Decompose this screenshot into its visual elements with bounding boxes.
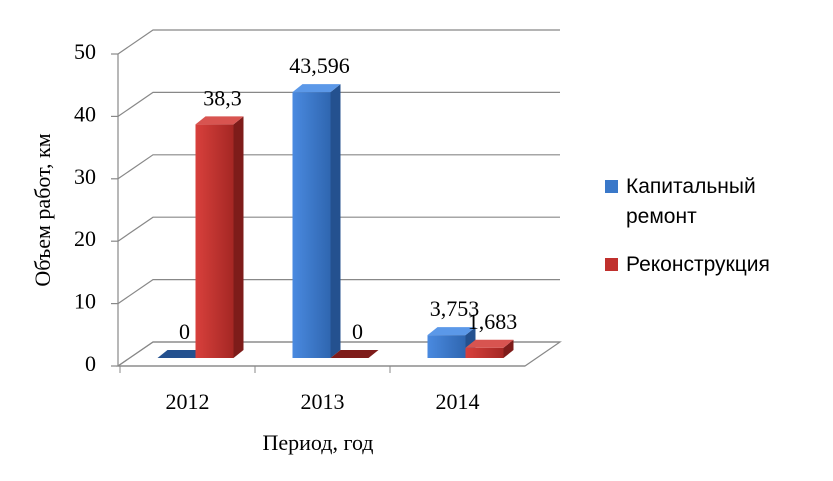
y-tick-label: 40 (74, 101, 96, 126)
bar (157, 350, 206, 358)
grid-line (117, 216, 560, 242)
x-tick-label: 2013 (301, 389, 345, 414)
grid-line (117, 279, 560, 305)
legend-label: Реконструкция (626, 253, 770, 276)
legend-swatch (605, 258, 618, 271)
bar (195, 116, 244, 359)
x-tick-label: 2012 (166, 389, 210, 414)
y-tick-label: 20 (74, 226, 96, 251)
data-label: 3,753 (430, 296, 480, 321)
y-tick-label: 10 (74, 289, 96, 314)
grid-line (117, 91, 560, 117)
legend-swatch (605, 180, 618, 193)
grid-line (117, 341, 560, 367)
bar (465, 339, 514, 358)
y-axis-label: Объем работ, км (30, 133, 55, 286)
legend-entry: Реконструкция (605, 250, 825, 280)
x-tick-label: 2014 (436, 389, 480, 414)
legend-label: Капитальный ремонт (626, 175, 756, 228)
grid-line (117, 29, 560, 55)
x-axis-label: Период, год (262, 430, 373, 455)
y-tick-label: 30 (74, 164, 96, 189)
data-label: 0 (352, 319, 363, 344)
legend-entry: Капитальный ремонт (605, 172, 825, 232)
data-label: 1,683 (468, 309, 518, 334)
data-label: 0 (179, 319, 190, 344)
data-label: 43,596 (289, 53, 350, 78)
grid-line (117, 154, 560, 180)
y-tick-label: 0 (85, 351, 96, 376)
data-label: 38,3 (203, 85, 242, 110)
bar (292, 84, 341, 359)
y-tick-label: 50 (74, 39, 96, 64)
bar (330, 350, 379, 358)
